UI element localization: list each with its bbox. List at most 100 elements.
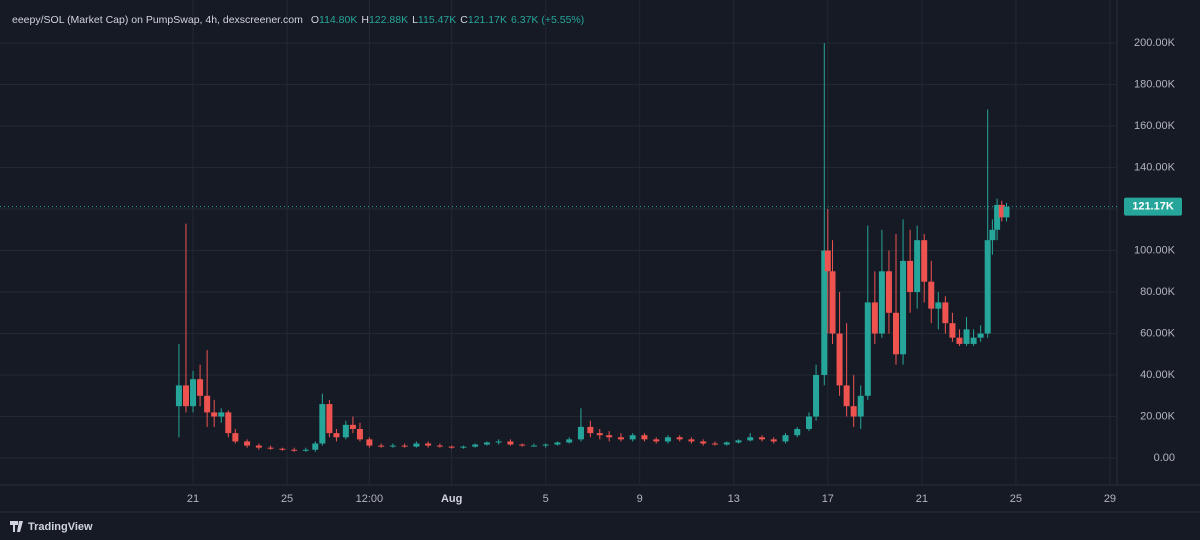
candle-body bbox=[984, 240, 991, 334]
candle-body bbox=[970, 337, 977, 344]
candle-body bbox=[606, 435, 613, 438]
candle-body bbox=[921, 240, 928, 282]
x-tick-label: 12:00 bbox=[356, 493, 384, 505]
brand: TradingView bbox=[28, 521, 93, 533]
y-tick-label: 180.00K bbox=[1134, 78, 1176, 90]
ohlc-value: 114.80K bbox=[319, 14, 357, 26]
candle-body bbox=[319, 404, 326, 444]
candle-body bbox=[483, 442, 490, 445]
candle-body bbox=[291, 449, 298, 451]
candle-body bbox=[857, 395, 864, 417]
candle-body bbox=[389, 445, 396, 447]
candle-body bbox=[401, 445, 408, 447]
candle-body bbox=[885, 271, 892, 313]
candle-body bbox=[530, 445, 537, 447]
logo-icon bbox=[10, 521, 23, 532]
candle-body bbox=[956, 337, 963, 344]
candle-body bbox=[587, 426, 594, 434]
candle-body bbox=[723, 442, 730, 445]
candle-body bbox=[907, 260, 914, 293]
candle-body bbox=[928, 281, 935, 309]
y-tick-label: 160.00K bbox=[1134, 120, 1176, 132]
candle-body bbox=[413, 443, 420, 447]
x-tick-label: Aug bbox=[441, 493, 462, 505]
candle-body bbox=[333, 433, 340, 438]
candle-body bbox=[425, 443, 432, 446]
labels: 0.0020.00K40.00K60.00K80.00K100.00K120.0… bbox=[187, 37, 1182, 505]
y-tick-label: 100.00K bbox=[1134, 244, 1176, 256]
candle-body bbox=[617, 437, 624, 440]
candle-body bbox=[507, 441, 514, 445]
candle-body bbox=[994, 204, 1001, 230]
change: 6.37K (+5.55%) bbox=[511, 14, 584, 26]
candle-body bbox=[356, 428, 363, 440]
candle-body bbox=[806, 416, 813, 429]
title: eeepy/SOL (Market Cap) on PumpSwap, 4h, … bbox=[12, 14, 303, 26]
candle-body bbox=[977, 333, 984, 338]
ohlc-key: O bbox=[311, 14, 319, 26]
candle-body bbox=[711, 443, 718, 445]
candle-body bbox=[566, 439, 573, 443]
candle-body bbox=[829, 271, 836, 334]
candle-body bbox=[850, 406, 857, 417]
candle-body bbox=[794, 428, 801, 436]
candle-body bbox=[218, 412, 225, 417]
x-tick-label: 29 bbox=[1104, 493, 1116, 505]
y-tick-label: 80.00K bbox=[1140, 286, 1176, 298]
candle-body bbox=[782, 435, 789, 442]
candle-body bbox=[349, 424, 356, 429]
last-price-label: 121.17K bbox=[1132, 201, 1174, 213]
y-tick-label: 60.00K bbox=[1140, 327, 1176, 339]
candle-body bbox=[629, 435, 636, 440]
candle-body bbox=[864, 302, 871, 396]
y-tick-label: 40.00K bbox=[1140, 369, 1176, 381]
candle-body bbox=[182, 385, 189, 407]
candle-body bbox=[378, 445, 385, 447]
candle-body bbox=[436, 445, 443, 447]
y-tick-label: 20.00K bbox=[1140, 410, 1176, 422]
candle-body bbox=[577, 426, 584, 440]
candle-body bbox=[735, 440, 742, 443]
candle-body bbox=[366, 439, 373, 446]
candle-body bbox=[211, 412, 218, 417]
candle-body bbox=[914, 240, 921, 293]
candle-body bbox=[900, 260, 907, 355]
candle-body bbox=[747, 437, 754, 441]
candles bbox=[0, 43, 1117, 452]
candle-body bbox=[460, 446, 467, 448]
candle-body bbox=[942, 302, 949, 324]
candle-body bbox=[190, 379, 197, 407]
x-tick-label: 9 bbox=[637, 493, 643, 505]
candle-body bbox=[596, 433, 603, 436]
candle-body bbox=[963, 329, 970, 344]
x-tick-label: 25 bbox=[281, 493, 293, 505]
x-tick-label: 17 bbox=[822, 493, 834, 505]
candle-body bbox=[326, 404, 333, 434]
candle-body bbox=[244, 441, 251, 446]
candle-body bbox=[232, 433, 239, 442]
y-tick-label: 140.00K bbox=[1134, 161, 1176, 173]
ohlc-key: C bbox=[460, 14, 468, 26]
candle-body bbox=[758, 437, 765, 440]
header: eeepy/SOL (Market Cap) on PumpSwap, 4h, … bbox=[12, 14, 584, 26]
candle-body bbox=[813, 375, 820, 417]
candle-body bbox=[836, 333, 843, 386]
candle-body bbox=[676, 437, 683, 440]
candle-body bbox=[821, 250, 828, 376]
candle-body bbox=[878, 271, 885, 334]
x-tick-label: 21 bbox=[916, 493, 928, 505]
candle-body bbox=[225, 412, 232, 434]
candle-body bbox=[279, 448, 286, 450]
ohlc-key: H bbox=[361, 14, 369, 26]
candle-body bbox=[998, 204, 1005, 218]
ohlc-value: 121.17K bbox=[468, 14, 507, 26]
candle-body bbox=[843, 385, 850, 407]
candle-body bbox=[641, 435, 648, 440]
y-tick-label: 0.00 bbox=[1154, 452, 1175, 464]
candle-body bbox=[204, 395, 211, 413]
x-tick-label: 13 bbox=[728, 493, 740, 505]
candle-body bbox=[495, 441, 502, 443]
candle-body bbox=[175, 385, 182, 407]
